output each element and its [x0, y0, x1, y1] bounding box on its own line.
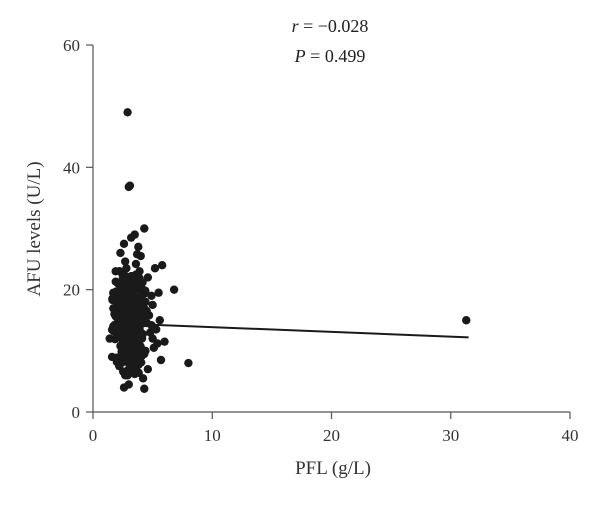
data-point	[123, 347, 132, 356]
data-point	[118, 315, 128, 324]
data-point	[120, 257, 130, 266]
axes	[92, 45, 570, 413]
p-value: = 0.499	[306, 46, 366, 66]
p-symbol: P	[294, 46, 306, 66]
data-point	[123, 283, 132, 292]
x-tick-label: 20	[323, 426, 340, 445]
data-point	[132, 367, 142, 376]
x-axis-title: PFL (g/L)	[295, 458, 371, 479]
data-point	[184, 358, 193, 368]
data-point	[140, 224, 149, 233]
x-tick-label: 40	[562, 426, 579, 445]
data-point	[116, 248, 125, 258]
data-point	[126, 233, 136, 242]
data-point	[157, 261, 167, 270]
data-point	[123, 371, 132, 380]
data-point	[154, 288, 163, 297]
x-tick-label: 30	[442, 426, 459, 445]
p-value-annotation: P = 0.499	[294, 46, 366, 66]
data-points	[105, 108, 471, 393]
data-point	[130, 335, 139, 344]
x-tick-label: 0	[89, 426, 98, 445]
regression-line	[116, 322, 469, 339]
data-point	[120, 337, 130, 347]
y-tick-label: 20	[63, 281, 80, 300]
data-point	[135, 273, 144, 283]
y-tick-label: 40	[63, 158, 80, 177]
data-point	[112, 332, 121, 342]
data-point	[122, 264, 131, 273]
data-point	[462, 316, 471, 325]
r-symbol: r	[292, 16, 300, 36]
y-tick-label: 60	[63, 36, 80, 55]
data-point	[131, 259, 141, 269]
ticks: 0 10 20 30 40 0 20 40 60	[63, 36, 579, 445]
data-point	[116, 289, 126, 299]
data-point	[127, 272, 136, 281]
data-point	[148, 300, 157, 310]
data-point	[134, 242, 143, 252]
data-point	[156, 355, 166, 365]
data-point	[143, 364, 153, 374]
data-point	[119, 239, 129, 248]
data-point	[169, 285, 179, 294]
data-point	[113, 301, 122, 311]
data-point	[119, 383, 129, 392]
data-point	[134, 360, 143, 369]
data-point	[123, 108, 132, 117]
data-point	[120, 300, 130, 310]
correlation-annotation: r = −0.028	[292, 16, 369, 36]
data-point	[130, 347, 139, 357]
data-point	[108, 294, 117, 303]
data-point	[132, 249, 142, 259]
data-point	[115, 267, 124, 276]
data-point	[124, 182, 133, 192]
data-point	[148, 334, 157, 343]
data-point	[128, 297, 137, 307]
data-point	[150, 264, 160, 273]
data-point	[155, 316, 164, 325]
data-point	[128, 359, 137, 368]
y-tick-label: 0	[72, 403, 81, 422]
data-point	[140, 384, 149, 393]
y-axis-title: AFU levels (U/L)	[24, 161, 45, 296]
data-point	[147, 291, 156, 300]
x-tick-label: 10	[204, 426, 221, 445]
r-value: = −0.028	[299, 16, 369, 36]
data-point	[160, 337, 169, 346]
data-point	[134, 305, 143, 314]
data-point	[136, 291, 146, 301]
